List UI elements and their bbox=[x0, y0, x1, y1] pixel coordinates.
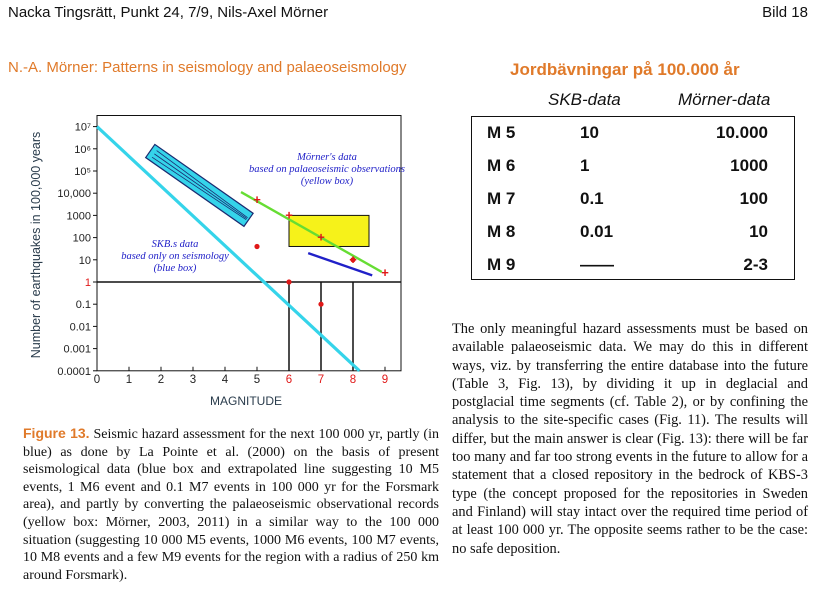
y-tick-label: 10⁵ bbox=[74, 166, 91, 178]
skb-cell: 10 bbox=[580, 123, 599, 142]
caption-text: Seismic hazard assessment for the next 1… bbox=[23, 427, 439, 583]
blue-box-hatch bbox=[154, 153, 248, 220]
y-tick-label: 1000 bbox=[67, 210, 91, 222]
series-line bbox=[307, 252, 373, 277]
magnitude-cell: M 5 bbox=[487, 123, 516, 142]
morner-cell: 100 bbox=[739, 189, 768, 208]
magnitude-cell: M 7 bbox=[487, 189, 516, 208]
series-line bbox=[95, 125, 361, 372]
column-header-skb: SKB-data bbox=[548, 90, 621, 109]
table-row: M 5 10 10.000 bbox=[472, 117, 794, 149]
x-axis-label: MAGNITUDE bbox=[210, 394, 282, 408]
skb-cell: 1 bbox=[580, 156, 590, 175]
red-dot-point bbox=[286, 279, 292, 285]
page-header-left: Nacka Tingsrätt, Punkt 24, 7/9, Nils-Axe… bbox=[8, 4, 329, 21]
table-row: M 9 —— 2-3 bbox=[472, 249, 794, 281]
morner-annotation: based on palaeoseismic observations bbox=[249, 164, 405, 175]
morner-cell: 10 bbox=[749, 222, 768, 241]
table-row: M 7 0.1 100 bbox=[472, 183, 794, 215]
y-axis-label: Number of earthquakes in 100,000 years bbox=[29, 132, 43, 359]
skb-annotation: (blue box) bbox=[154, 263, 197, 274]
y-tick-label: 0.1 bbox=[76, 299, 91, 311]
plot-frame bbox=[96, 115, 402, 372]
y-tick-label: 10⁶ bbox=[74, 144, 91, 156]
red-dot-point bbox=[350, 257, 356, 263]
y-tick-label: 1 bbox=[85, 277, 91, 289]
figure-caption: Figure 13. Seismic hazard assessment for… bbox=[23, 425, 439, 584]
x-tick-label: 2 bbox=[158, 374, 164, 386]
x-tick-label: 7 bbox=[318, 374, 324, 386]
x-tick-label: 0 bbox=[94, 374, 100, 386]
morner-cell: 10.000 bbox=[716, 123, 768, 142]
magnitude-cell: M 9 bbox=[487, 255, 516, 274]
earthquake-table: M 5 10 10.000 M 6 1 1000 M 7 0.1 100 M 8… bbox=[471, 116, 795, 280]
red-dot-point bbox=[254, 243, 260, 250]
x-tick-label: 3 bbox=[190, 374, 196, 386]
morner-cell: 1000 bbox=[730, 156, 768, 175]
magnitude-cell: M 8 bbox=[487, 222, 516, 241]
skb-annotation: SKB.s data bbox=[152, 239, 199, 250]
table-row: M 6 1 1000 bbox=[472, 150, 794, 182]
y-tick-label: 10⁷ bbox=[75, 122, 91, 134]
blue-box-hatch bbox=[151, 156, 247, 221]
morner-cell: 2-3 bbox=[743, 255, 768, 274]
y-tick-label: 0.0001 bbox=[57, 366, 91, 378]
y-tick-label: 100 bbox=[73, 233, 91, 245]
y-tick-label: 0.001 bbox=[63, 344, 91, 356]
y-tick-label: 0.01 bbox=[70, 321, 91, 333]
x-tick-label: 9 bbox=[382, 374, 388, 386]
x-tick-label: 8 bbox=[350, 374, 356, 386]
page-number: Bild 18 bbox=[762, 4, 808, 21]
x-tick-label: 4 bbox=[222, 374, 229, 386]
red-plus-point: + bbox=[285, 207, 293, 222]
red-plus-point: + bbox=[381, 265, 389, 280]
skb-cell: 0.1 bbox=[580, 189, 604, 208]
x-tick-label: 6 bbox=[286, 374, 292, 386]
series-line bbox=[240, 191, 383, 274]
body-paragraph: The only meaningful hazard assessments m… bbox=[452, 321, 808, 557]
y-tick-label: 10 bbox=[79, 255, 91, 267]
blue-box-hatch bbox=[156, 150, 248, 219]
table-row: M 8 0.01 10 bbox=[472, 216, 794, 248]
figure-label: Figure 13. bbox=[23, 425, 90, 441]
y-tick-label: 10,000 bbox=[57, 188, 91, 200]
red-plus-point: + bbox=[253, 192, 261, 207]
skb-annotation: based only on seismology bbox=[121, 251, 229, 262]
skb-cell: 0.01 bbox=[580, 222, 614, 241]
morner-annotation: (yellow box) bbox=[301, 176, 354, 187]
seismic-hazard-chart: +++++10⁷10⁶10⁵10,00010001001010.10.010.0… bbox=[29, 115, 405, 408]
morner-annotation: Mörner's data bbox=[296, 152, 357, 163]
figure-subtitle: N.-A. Mörner: Patterns in seismology and… bbox=[8, 59, 407, 76]
red-dot-point bbox=[318, 301, 324, 307]
x-tick-label: 5 bbox=[254, 374, 260, 386]
column-header-morner: Mörner-data bbox=[678, 90, 771, 109]
table-title: Jordbävningar på 100.000 år bbox=[510, 60, 740, 79]
magnitude-cell: M 6 bbox=[487, 156, 516, 175]
red-plus-point: + bbox=[317, 230, 325, 245]
x-tick-label: 1 bbox=[126, 374, 132, 386]
skb-cell: —— bbox=[580, 255, 614, 274]
